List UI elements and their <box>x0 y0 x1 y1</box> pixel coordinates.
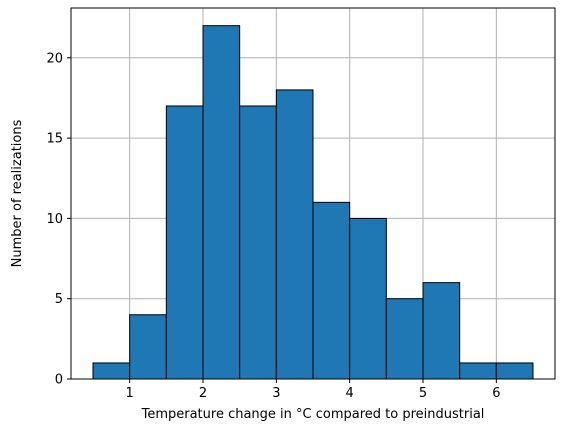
x-tick-label: 2 <box>199 386 207 401</box>
y-tick-label: 15 <box>46 132 63 147</box>
x-tick-label: 6 <box>492 386 500 401</box>
y-tick-label: 10 <box>46 212 63 227</box>
histogram-bar <box>92 362 131 380</box>
histogram-bar <box>275 89 314 380</box>
y-tick-label: 5 <box>55 292 63 307</box>
y-tick-label: 0 <box>55 373 63 388</box>
y-axis-label: Number of realizations <box>10 119 25 267</box>
plot-area-frame <box>70 7 556 380</box>
x-tick-label: 1 <box>126 386 134 401</box>
histogram-bar <box>129 314 167 380</box>
histogram-bar <box>495 362 534 380</box>
y-tick-label: 20 <box>46 51 63 66</box>
x-tick-label: 5 <box>419 386 427 401</box>
x-tick-label: 3 <box>272 386 280 401</box>
axis-ticks: 1 2 3 4 5 6 0 5 10 15 20 <box>46 51 500 401</box>
histogram-bar <box>385 298 424 380</box>
histogram-bar <box>239 105 277 380</box>
histogram-bar <box>165 105 204 380</box>
x-axis-label: Temperature change in °C compared to pre… <box>141 407 485 422</box>
histogram-bar <box>202 25 241 380</box>
histogram-bar <box>422 282 461 380</box>
histogram-bars <box>92 25 534 380</box>
histogram-bar <box>459 362 497 380</box>
histogram-bar <box>349 217 387 380</box>
histogram-bar <box>312 201 351 380</box>
x-tick-label: 4 <box>346 386 354 401</box>
